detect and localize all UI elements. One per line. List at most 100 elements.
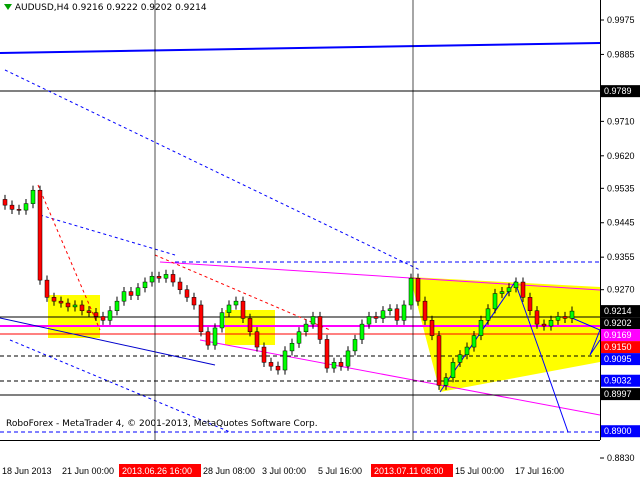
candle — [520, 277, 526, 302]
price-label-bg — [601, 388, 640, 401]
candle — [51, 292, 57, 306]
candle — [226, 300, 232, 318]
candle-body — [275, 365, 281, 371]
candle — [422, 296, 428, 325]
candle — [282, 346, 288, 375]
candle-body — [128, 291, 134, 296]
candle-body — [401, 304, 407, 321]
candle — [436, 330, 442, 390]
candle — [569, 306, 575, 323]
candle — [373, 311, 379, 323]
candles — [2, 185, 575, 390]
price-label: 0.8900 — [604, 426, 632, 436]
candle-body — [555, 316, 561, 321]
candle — [366, 311, 372, 329]
candle — [86, 306, 92, 318]
red-dashed-2[interactable] — [154, 254, 331, 331]
price-label: 0.9095 — [604, 354, 632, 364]
candle-body — [233, 300, 239, 306]
price-label-bg — [601, 341, 640, 354]
candle — [359, 319, 365, 345]
candle — [492, 288, 498, 314]
candle-body — [240, 300, 246, 319]
candle — [121, 287, 127, 306]
y-tick-labels: 0.9975 0.9885 0.9710 0.9620 0.9535 0.9445 0.93… — [600, 15, 635, 463]
candle-body — [408, 277, 414, 306]
candle — [177, 277, 183, 295]
candle — [170, 269, 176, 287]
candle — [240, 296, 246, 323]
candle — [345, 346, 351, 371]
candle-body — [296, 331, 302, 344]
y-tick-label: 0.9355 — [607, 252, 635, 262]
candle-body — [387, 308, 393, 311]
candle-body — [345, 350, 351, 367]
candle — [30, 185, 36, 209]
x-highlight-label: 2013.06.26 16:00 — [122, 466, 192, 476]
candle — [268, 357, 274, 371]
price-label: 0.9150 — [604, 342, 632, 352]
candle — [534, 306, 540, 329]
candle — [2, 194, 8, 210]
candle-body — [163, 274, 169, 279]
candle — [401, 300, 407, 325]
candle-body — [51, 297, 57, 302]
candle — [303, 319, 309, 337]
candle-body — [100, 316, 106, 321]
candle-body — [366, 316, 372, 325]
candle-body — [443, 377, 449, 386]
x-highlight-bg — [371, 464, 453, 477]
price-label: 0.9202 — [604, 318, 632, 328]
candle — [548, 315, 554, 331]
candle — [149, 271, 155, 287]
candle-body — [527, 297, 533, 311]
candle — [380, 306, 386, 323]
price-label-bg — [601, 329, 640, 342]
candle — [443, 373, 449, 390]
forecast-path-2[interactable] — [571, 317, 601, 356]
candle — [212, 323, 218, 350]
candle-body — [219, 312, 225, 329]
long-trend-line[interactable] — [0, 42, 601, 54]
forecast-path[interactable] — [439, 280, 569, 433]
candle-body — [471, 335, 477, 348]
candle-body — [79, 304, 85, 311]
candle-body — [114, 300, 120, 311]
candle-body — [9, 204, 15, 210]
chart-header: AUDUSD,H4 0.9216 0.9222 0.9202 0.9214 — [4, 3, 207, 13]
candle — [555, 311, 561, 325]
y-tick-label: 0.9445 — [607, 218, 635, 228]
diag-dashed-3[interactable] — [9, 339, 231, 433]
channel-bottom[interactable] — [199, 339, 601, 416]
candle — [219, 308, 225, 333]
x-tick-label: 3 Jul 00:00 — [262, 466, 306, 476]
candle-body — [86, 310, 92, 313]
y-tick-label: 0.9975 — [607, 15, 635, 25]
candle — [114, 296, 120, 316]
candle-body — [450, 362, 456, 378]
x-tick-label: 28 Jun 08:00 — [203, 466, 255, 476]
candle — [499, 287, 505, 299]
candle-body — [317, 316, 323, 340]
candle — [198, 300, 204, 337]
candle — [310, 311, 316, 329]
analysis-lines — [0, 0, 601, 440]
candle-body — [506, 287, 512, 292]
triangle-icon — [4, 4, 12, 10]
candle-body — [65, 302, 71, 308]
price-labels: 0.9789 0.9214 0.9202 0.9169 0.9150 0.9095 0.90… — [601, 85, 640, 438]
candle-body — [289, 342, 295, 352]
red-dashed-1[interactable] — [37, 184, 101, 331]
diag-dashed-1[interactable] — [4, 69, 421, 271]
candle-body — [282, 350, 288, 371]
down-trend-blue[interactable] — [0, 317, 216, 366]
candle-body — [352, 339, 358, 352]
candle-body — [268, 362, 274, 367]
copyright-watermark: RoboForex - MetaTrader 4, © 2001-2013, M… — [6, 419, 318, 429]
channel-top[interactable] — [159, 261, 601, 291]
candle — [93, 308, 99, 322]
candle — [191, 292, 197, 310]
candle — [450, 357, 456, 383]
x-highlight-bg — [119, 464, 201, 477]
